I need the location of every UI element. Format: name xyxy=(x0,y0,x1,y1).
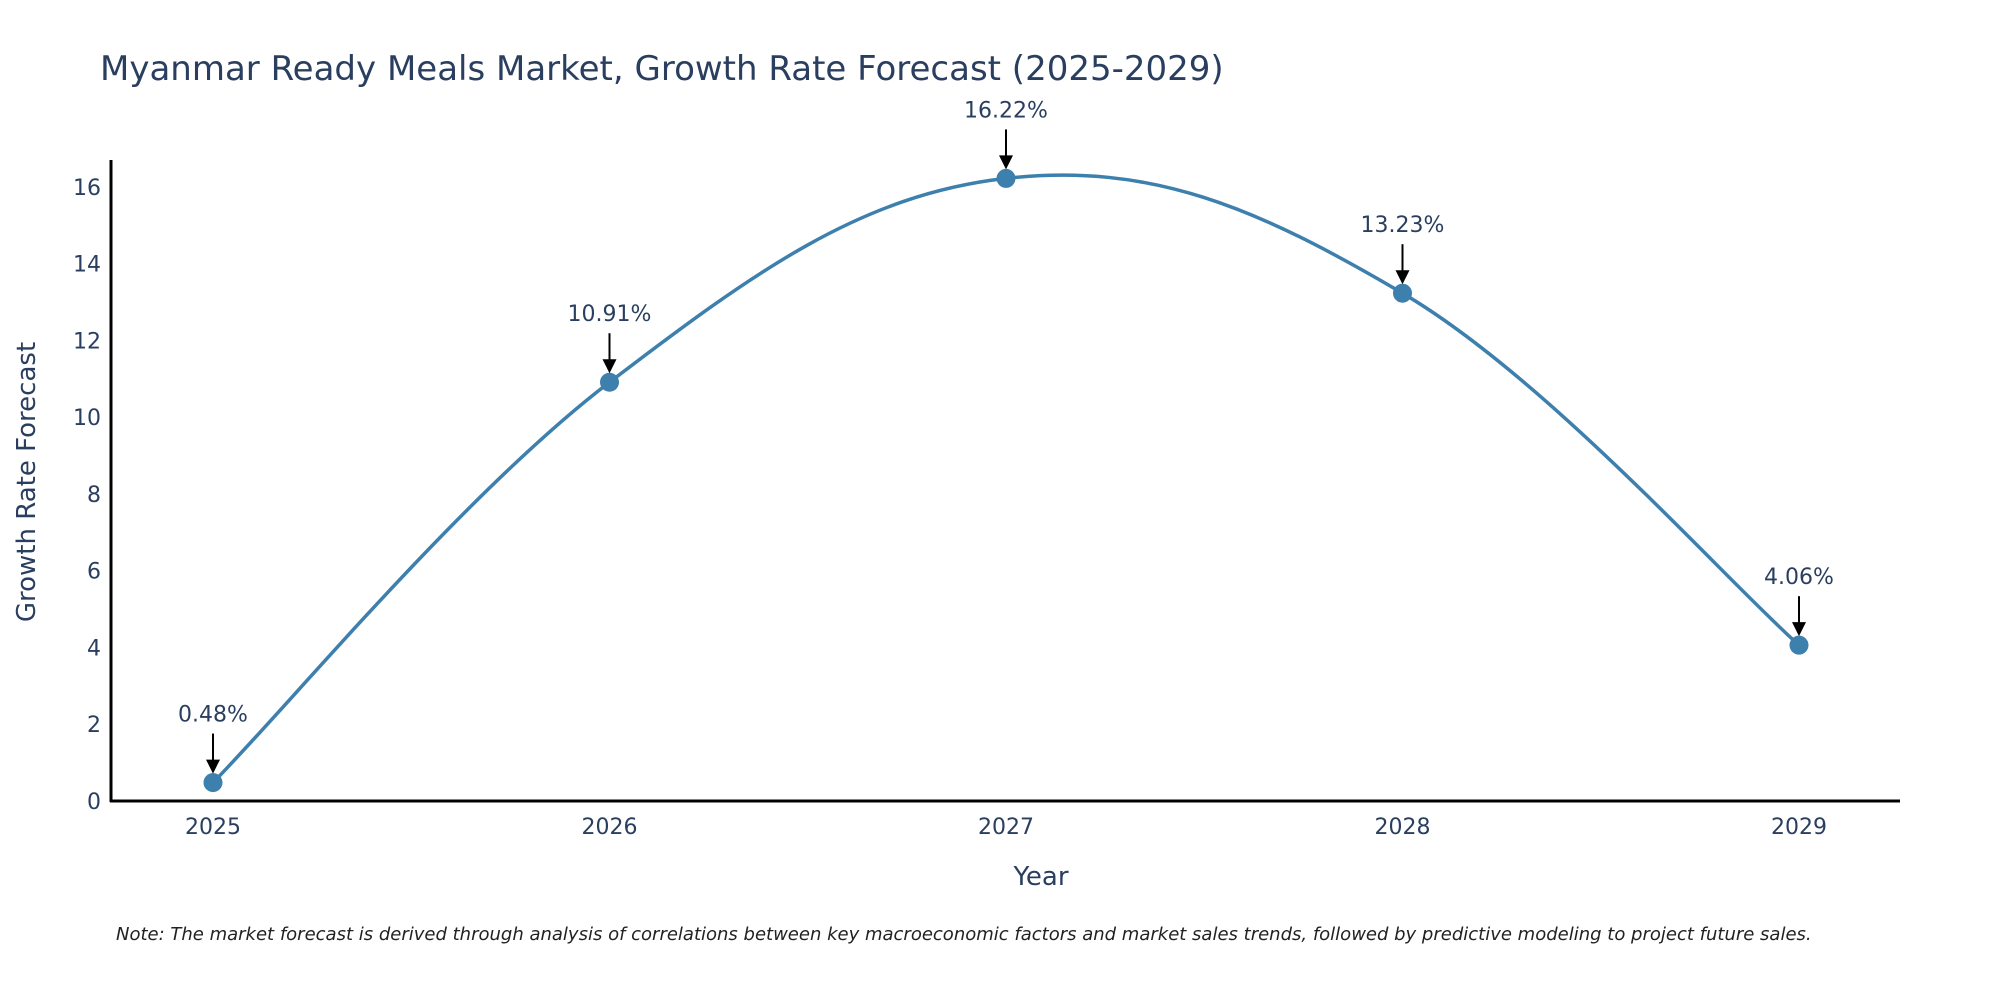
data-point xyxy=(600,372,619,392)
data-point xyxy=(1789,635,1809,655)
y-tick-label: 6 xyxy=(87,560,101,585)
footnote: Note: The market forecast is derived thr… xyxy=(116,924,1812,945)
data-annotations: 0.48% 10.91% 16.22% 13.23% 4.06% xyxy=(178,98,1834,774)
y-axis-ticks: 0 2 4 6 8 10 12 14 16 xyxy=(73,176,101,815)
y-tick-label: 12 xyxy=(73,329,101,354)
x-axis-ticks: 2025 2026 2027 2028 2029 xyxy=(185,815,1827,840)
data-point xyxy=(1393,283,1412,303)
y-tick-label: 0 xyxy=(87,790,101,815)
x-tick-label: 2026 xyxy=(582,815,638,840)
data-label: 4.06% xyxy=(1764,565,1834,590)
data-markers xyxy=(203,168,1809,793)
data-label: 16.22% xyxy=(964,98,1048,123)
series-line xyxy=(211,173,1801,784)
annotation-arrow-head xyxy=(1792,622,1806,637)
data-point xyxy=(996,168,1016,188)
annotation-arrow-head xyxy=(1395,270,1410,285)
data-point xyxy=(203,773,223,793)
annotation-arrow-head xyxy=(206,759,220,774)
data-label: 13.23% xyxy=(1361,213,1445,238)
y-axis-title: Growth Rate Forecast xyxy=(12,342,42,622)
data-label: 10.91% xyxy=(568,302,652,327)
data-label: 0.48% xyxy=(178,703,248,728)
x-tick-label: 2025 xyxy=(185,815,241,840)
chart-title: Myanmar Ready Meals Market, Growth Rate … xyxy=(100,49,1224,89)
y-tick-label: 4 xyxy=(87,636,101,661)
y-tick-label: 14 xyxy=(73,253,101,278)
x-tick-label: 2029 xyxy=(1771,815,1827,840)
y-tick-label: 8 xyxy=(87,483,101,508)
annotation-arrow-head xyxy=(602,359,617,374)
x-axis-title: Year xyxy=(1012,862,1068,892)
annotation-arrow-head xyxy=(999,155,1013,170)
y-tick-label: 2 xyxy=(87,713,101,738)
x-tick-label: 2027 xyxy=(978,815,1034,840)
y-tick-label: 16 xyxy=(73,176,101,201)
y-tick-label: 10 xyxy=(73,406,101,431)
x-tick-label: 2028 xyxy=(1375,815,1431,840)
